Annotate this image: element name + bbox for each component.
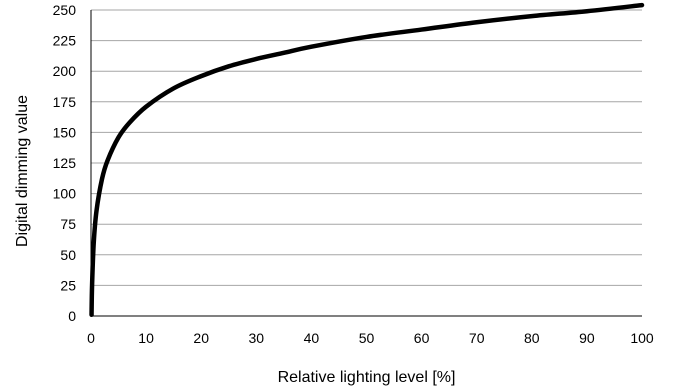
- x-tick-label: 60: [414, 330, 430, 346]
- x-tick-label: 50: [359, 330, 375, 346]
- series-line: [89, 2, 645, 318]
- y-tick-label: 200: [53, 63, 77, 79]
- x-tick-label: 20: [193, 330, 209, 346]
- y-tick-label: 25: [60, 277, 76, 293]
- y-tick-label: 225: [53, 33, 77, 49]
- y-axis-title: Digital dimming value: [14, 95, 31, 247]
- x-tick-label: 10: [138, 330, 154, 346]
- y-tick-label: 250: [53, 2, 77, 18]
- x-tick-label: 40: [304, 330, 320, 346]
- y-tick-label: 150: [53, 124, 77, 140]
- x-tick-label: 30: [249, 330, 265, 346]
- gridlines: [91, 9, 642, 286]
- tick-labels: 0 25 50 75 100 125 150 175 200 225 250 0 10 20 30 40 50 6…: [53, 2, 654, 346]
- x-axis-title: Relative lighting level [%]: [278, 369, 456, 386]
- x-tick-label: 100: [630, 330, 654, 346]
- y-tick-label: 0: [68, 308, 76, 324]
- y-tick-label: 50: [60, 247, 76, 263]
- y-tick-label: 75: [60, 216, 76, 232]
- x-tick-label: 80: [524, 330, 540, 346]
- x-tick-label: 0: [87, 330, 95, 346]
- series-layer: [89, 2, 645, 318]
- x-tick-label: 90: [579, 330, 595, 346]
- y-tick-label: 125: [53, 155, 77, 171]
- y-tick-label: 100: [53, 186, 77, 202]
- x-tick-label: 70: [469, 330, 485, 346]
- y-tick-label: 175: [53, 94, 77, 110]
